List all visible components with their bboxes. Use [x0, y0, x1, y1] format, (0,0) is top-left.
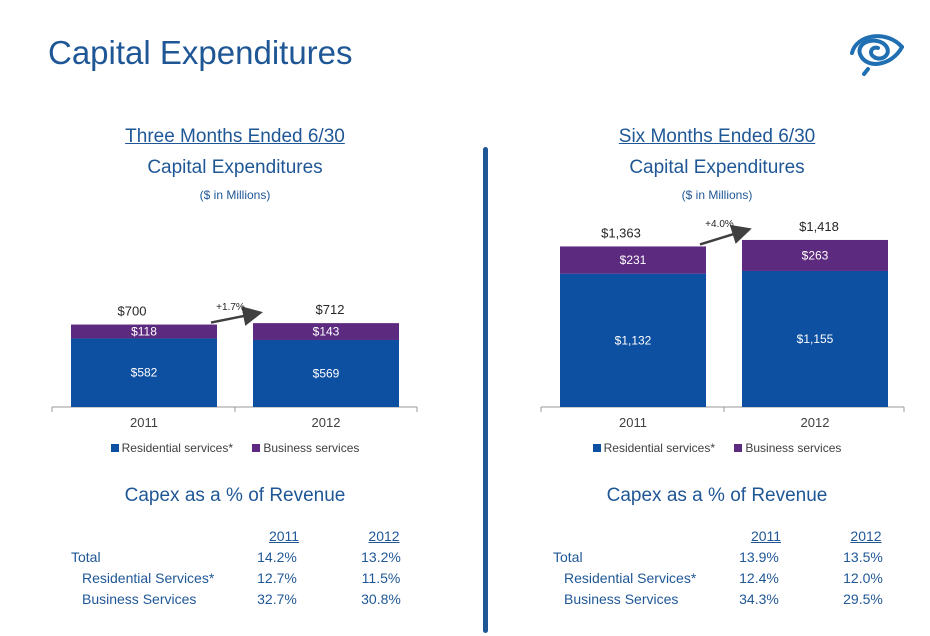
- table-header-row: 2011 2012: [482, 528, 930, 549]
- legend-swatch-business: [252, 444, 261, 452]
- bar-value-label: $118: [131, 324, 157, 338]
- row-value: 12.0%: [843, 570, 883, 586]
- six-month-panel: Six Months Ended 6/30 Capital Expenditur…: [482, 0, 930, 636]
- chart-subtitle: Capital Expenditures: [147, 157, 323, 178]
- chart-legend: Residential services* Business services: [0, 441, 470, 455]
- legend-label: Business services: [263, 441, 360, 455]
- row-value: 14.2%: [257, 549, 297, 565]
- bar-value-label: $569: [313, 366, 340, 380]
- row-label: Residential Services*: [564, 570, 697, 586]
- bar-value-label: $263: [802, 248, 829, 262]
- table-header-row: 2011 2012: [0, 528, 470, 549]
- total-label: $712: [316, 302, 345, 317]
- row-value: 13.9%: [739, 549, 779, 565]
- bar-value-label: $143: [313, 325, 340, 339]
- row-value: 34.3%: [739, 591, 779, 607]
- change-label: +1.7%: [216, 302, 245, 313]
- spiral-eye-logo: [850, 34, 904, 76]
- residential-bar-segment: [742, 270, 888, 407]
- row-value: 12.4%: [739, 570, 779, 586]
- legend-item-residential: Residential services*: [592, 441, 715, 455]
- row-value: 12.7%: [257, 570, 297, 586]
- legend-item-residential: Residential services*: [110, 441, 233, 455]
- change-label: +4.0%: [705, 220, 734, 230]
- row-value: 13.5%: [843, 549, 883, 565]
- growth-arrow: [699, 224, 752, 246]
- row-value: 13.2%: [361, 549, 401, 565]
- period-heading: Six Months Ended 6/30: [618, 126, 816, 147]
- legend-swatch-residential: [110, 444, 119, 452]
- business-bar-segment: [253, 323, 399, 340]
- legend-item-business: Business services: [252, 441, 359, 455]
- year-header: 2012: [850, 528, 882, 544]
- legend-label: Business services: [745, 441, 842, 455]
- revenue-section-title: Capex as a % of Revenue: [606, 485, 828, 506]
- table-row: Business Services 32.7% 30.8%: [0, 591, 470, 612]
- row-value: 29.5%: [843, 591, 883, 607]
- row-value: 11.5%: [361, 570, 401, 586]
- bar-value-label: $582: [131, 366, 158, 380]
- row-label: Total: [71, 549, 101, 565]
- capex-bar-chart: $1,132 $231 $1,363 2011 $1,155 $263 $1,418 2012…: [540, 220, 905, 430]
- total-label: $700: [118, 304, 147, 319]
- x-tick-label: 2012: [801, 415, 830, 430]
- period-heading: Three Months Ended 6/30: [125, 126, 345, 147]
- residential-bar-segment: [560, 273, 706, 407]
- table-row: Residential Services* 12.4% 12.0%: [482, 570, 930, 591]
- table-row: Total 14.2% 13.2%: [0, 549, 470, 570]
- bar-value-label: $1,155: [797, 332, 834, 346]
- page-title: Capital Expenditures: [48, 34, 353, 71]
- x-tick-label: 2011: [619, 415, 647, 430]
- table-row: Residential Services* 12.7% 11.5%: [0, 570, 470, 591]
- table-row: Total 13.9% 13.5%: [482, 549, 930, 570]
- legend-swatch-residential: [592, 444, 601, 452]
- revenue-table: 2011 2012 Total 13.9% 13.5% Residential …: [482, 528, 930, 612]
- residential-bar-segment: [71, 338, 217, 407]
- row-label: Total: [553, 549, 583, 565]
- chart-legend: Residential services* Business services: [482, 441, 930, 455]
- panel-divider: [483, 147, 488, 633]
- bar-value-label: $231: [620, 253, 647, 267]
- total-label: $1,363: [601, 225, 641, 240]
- chart-subtitle: Capital Expenditures: [629, 157, 805, 178]
- growth-arrow: [210, 306, 263, 326]
- units-note: ($ in Millions): [681, 188, 753, 202]
- row-value: 30.8%: [361, 591, 401, 607]
- year-header: 2011: [268, 528, 300, 544]
- residential-bar-segment: [253, 339, 399, 407]
- row-label: Residential Services*: [82, 570, 215, 586]
- legend-item-business: Business services: [734, 441, 841, 455]
- bar-value-label: $1,132: [615, 333, 652, 347]
- legend-label: Residential services*: [603, 441, 715, 455]
- row-value: 32.7%: [257, 591, 297, 607]
- business-bar-segment: [742, 239, 888, 271]
- capex-bar-chart: $582 $118 $700 2011 $569 $143 $712 2012 +1.7%: [51, 302, 418, 430]
- row-label: Business Services: [82, 591, 197, 607]
- legend-swatch-business: [734, 444, 743, 452]
- business-bar-segment: [560, 246, 706, 274]
- legend-label: Residential services*: [121, 441, 233, 455]
- x-tick-label: 2011: [130, 415, 158, 430]
- row-label: Business Services: [564, 591, 679, 607]
- business-bar-segment: [71, 324, 217, 339]
- revenue-section-title: Capex as a % of Revenue: [124, 485, 346, 506]
- units-note: ($ in Millions): [199, 188, 271, 202]
- revenue-table: 2011 2012 Total 14.2% 13.2% Residential …: [0, 528, 470, 612]
- year-header: 2011: [750, 528, 782, 544]
- three-month-panel: Three Months Ended 6/30 Capital Expendit…: [0, 126, 470, 612]
- x-tick-label: 2012: [312, 415, 341, 430]
- total-label: $1,418: [799, 220, 839, 234]
- table-row: Business Services 34.3% 29.5%: [482, 591, 930, 612]
- year-header: 2012: [368, 528, 400, 544]
